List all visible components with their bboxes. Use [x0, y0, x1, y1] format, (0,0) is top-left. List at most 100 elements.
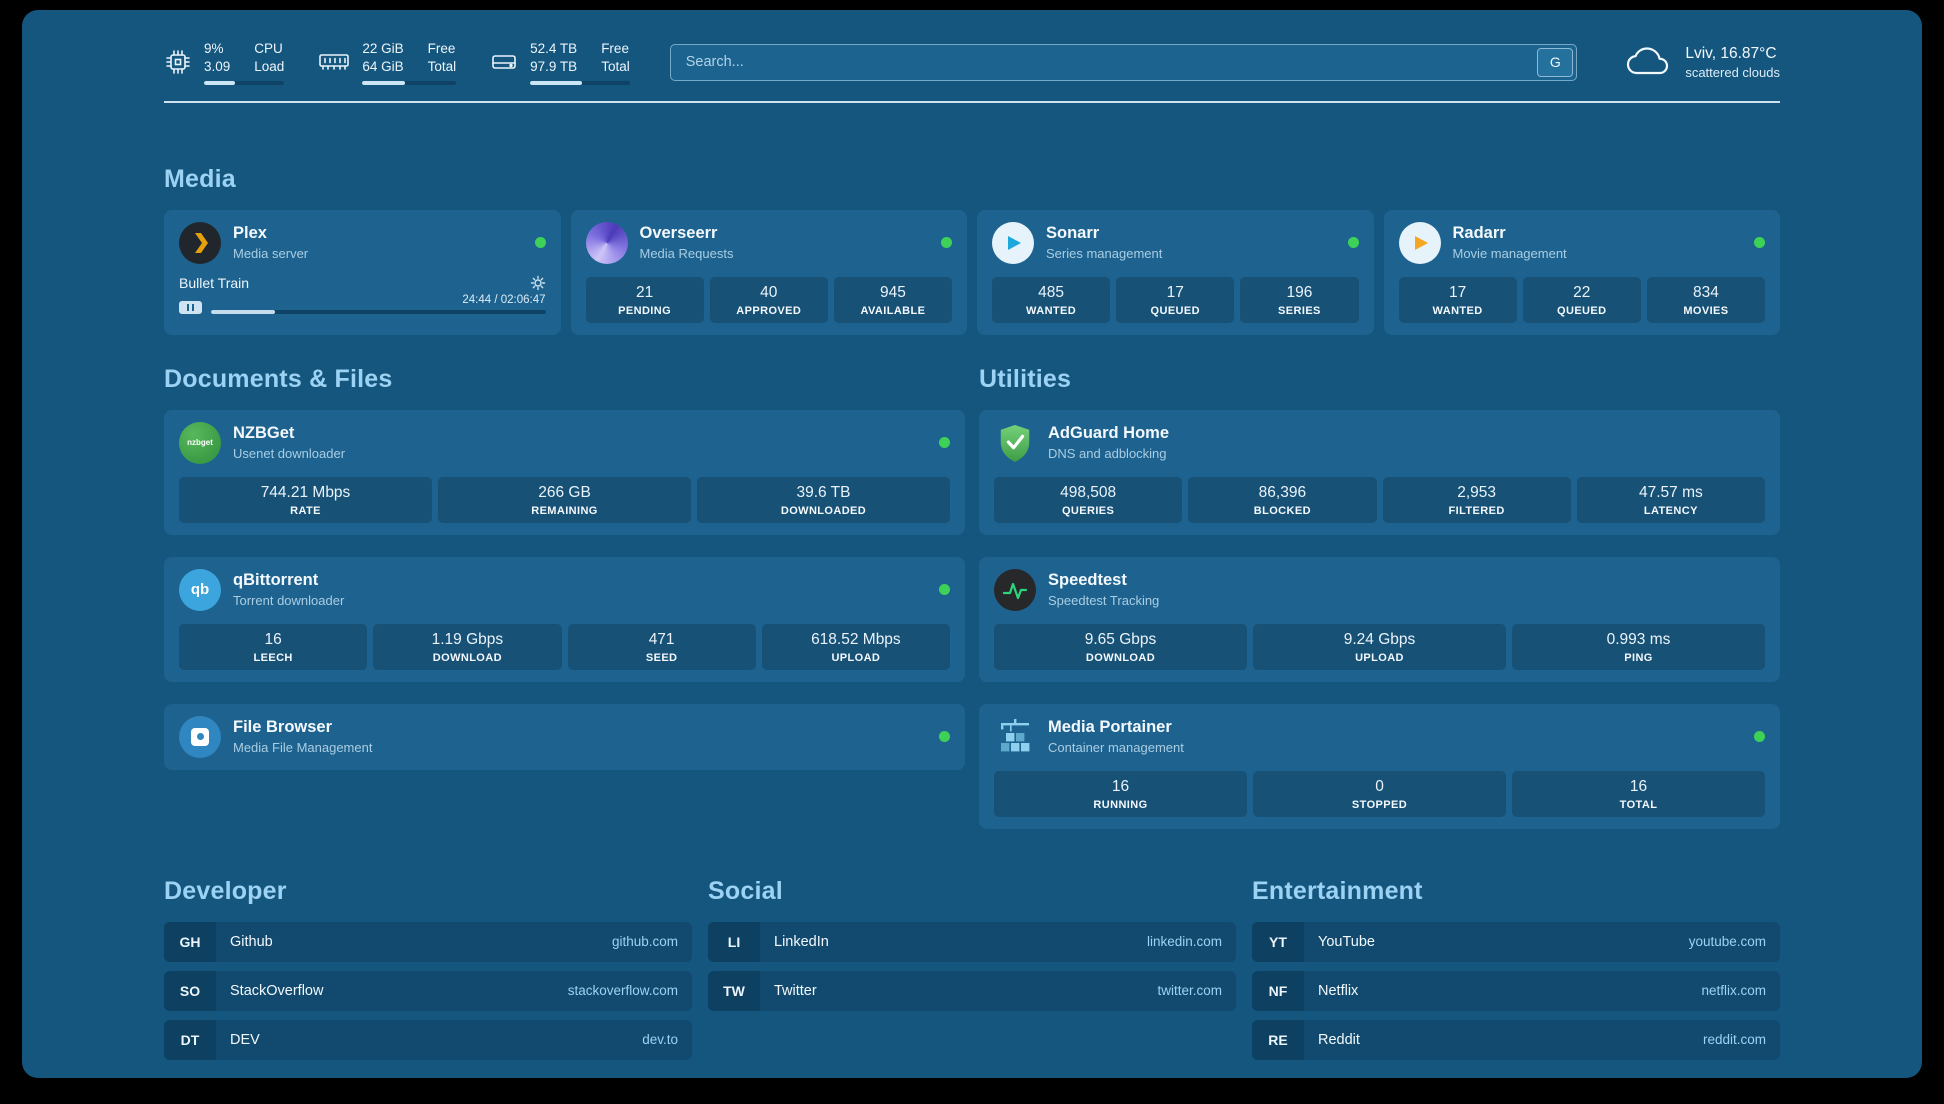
bookmark-netflix[interactable]: NF Netflix netflix.com [1252, 970, 1780, 1011]
ram-usage-bar [362, 80, 457, 85]
radarr-card[interactable]: Radarr Movie management 17 WANTED 22 QUE… [1383, 209, 1780, 335]
stat-queued: 17 QUEUED [1116, 276, 1235, 323]
weather-location: Lviv, 16.87°C [1685, 44, 1777, 62]
media-grid: Plex Media server Bullet Train 24:44 / 0… [164, 209, 1780, 335]
status-dot [939, 437, 950, 449]
portainer-card[interactable]: Media Portainer Container management 16 … [979, 703, 1780, 829]
nzbget-icon: nzbget [179, 421, 221, 464]
bookmark-github[interactable]: GH Github github.com [164, 921, 692, 962]
speedtest-card[interactable]: Speedtest Speedtest Tracking 9.65 Gbps D… [979, 556, 1780, 682]
cloud-icon [1627, 47, 1669, 75]
cpu-label: CPU [254, 41, 283, 56]
weather-widget: Lviv, 16.87°C scattered clouds [1623, 45, 1780, 80]
status-dot [941, 237, 952, 249]
disk-free-label: Free [601, 41, 629, 56]
search-bar[interactable]: G [669, 43, 1578, 81]
social-section-title: Social [708, 876, 783, 905]
developer-column: Developer GH Github github.com SO StackO… [164, 877, 692, 1060]
app-title: AdGuard Home [1048, 424, 1170, 443]
qbittorrent-card[interactable]: qb qBittorrent Torrent downloader 16 LEE… [164, 556, 965, 682]
stat-available: 945 AVAILABLE [833, 276, 953, 323]
ram-total-label: Total [427, 58, 457, 74]
bookmark-dev[interactable]: DT DEV dev.to [164, 1019, 692, 1060]
youtube-icon: YT [1252, 921, 1304, 962]
status-dot [939, 731, 950, 743]
app-title: Overseerr [639, 224, 718, 243]
app-subtitle: Media File Management [233, 740, 373, 756]
stat-leech: 16 LEECH [179, 623, 368, 670]
entertainment-section-title: Entertainment [1252, 876, 1423, 905]
utilities-column: Utilities AdGuard Home [979, 365, 1780, 829]
stat-queued: 22 QUEUED [1522, 276, 1641, 323]
adguard-icon [994, 422, 1036, 464]
social-column: Social LI LinkedIn linkedin.com TW Twitt… [708, 877, 1236, 1060]
documents-column: Documents & Files nzbget NZBGet Usenet d… [164, 365, 965, 770]
ram-total: 64 GiB [362, 58, 404, 74]
stat-queries: 498,508 QUERIES [994, 476, 1183, 523]
stat-pending: 21 PENDING [585, 276, 704, 323]
media-section-title: Media [164, 164, 236, 193]
app-title: Radarr [1452, 224, 1506, 243]
bookmark-stackoverflow[interactable]: SO StackOverflow stackoverflow.com [164, 970, 692, 1011]
ram-metric: 22 GiB 64 GiB Free Total [318, 40, 457, 85]
stackoverflow-icon: SO [164, 970, 216, 1011]
stat-stopped: 0 STOPPED [1253, 770, 1506, 817]
app-title: qBittorrent [233, 571, 319, 590]
app-title: Plex [233, 224, 267, 243]
netflix-icon: NF [1252, 970, 1304, 1011]
stat-blocked: 86,396 BLOCKED [1188, 476, 1377, 523]
disk-free: 52.4 TB [530, 41, 578, 56]
app-subtitle: Movie management [1452, 246, 1567, 262]
stat-latency: 47.57 ms LATENCY [1576, 476, 1765, 523]
bookmark-twitter[interactable]: TW Twitter twitter.com [708, 970, 1236, 1011]
linkedin-icon: LI [708, 921, 760, 962]
stat-rate: 744.21 Mbps RATE [179, 476, 432, 523]
bookmark-linkedin[interactable]: LI LinkedIn linkedin.com [708, 921, 1236, 962]
plex-card[interactable]: Plex Media server Bullet Train 24:44 / 0… [164, 209, 561, 335]
stat-seed: 471 SEED [567, 623, 756, 670]
status-dot [1754, 237, 1765, 249]
disk-total: 97.9 TB [530, 58, 578, 74]
search-engine-button[interactable]: G [1537, 47, 1574, 77]
stat-filtered: 2,953 FILTERED [1382, 476, 1571, 523]
stat-download: 9.65 Gbps DOWNLOAD [994, 623, 1247, 670]
radarr-icon [1398, 221, 1441, 264]
app-subtitle: Usenet downloader [233, 446, 346, 462]
stat-running: 16 RUNNING [994, 770, 1247, 817]
sonarr-icon [992, 221, 1034, 264]
stat-series: 196 SERIES [1240, 276, 1359, 323]
cpu-loadavg: 3.09 [204, 58, 231, 74]
pause-button[interactable] [179, 300, 202, 314]
cpu-load-label: Load [254, 58, 285, 74]
status-dot [1754, 731, 1765, 743]
app-subtitle: Container management [1048, 740, 1184, 756]
app-title: Media Portainer [1048, 718, 1172, 737]
overseerr-card[interactable]: Overseerr Media Requests 21 PENDING 40 A… [570, 209, 967, 335]
playback-progress-bar[interactable] [211, 309, 546, 314]
bookmark-reddit[interactable]: RE Reddit reddit.com [1252, 1019, 1780, 1060]
stat-wanted: 17 WANTED [1398, 276, 1517, 323]
stat-total: 16 TOTAL [1512, 770, 1765, 817]
disk-usage-bar [530, 80, 630, 85]
stat-upload: 618.52 Mbps UPLOAD [761, 623, 950, 670]
app-title: Speedtest [1048, 571, 1127, 590]
app-title: Sonarr [1046, 224, 1100, 243]
sonarr-card[interactable]: Sonarr Series management 485 WANTED 17 Q… [977, 209, 1374, 335]
filebrowser-icon [179, 715, 221, 758]
search-input[interactable] [673, 54, 1538, 71]
qbittorrent-icon: qb [179, 568, 221, 611]
filebrowser-card[interactable]: File Browser Media File Management [164, 703, 965, 770]
bookmark-youtube[interactable]: YT YouTube youtube.com [1252, 921, 1780, 962]
top-bar: 9% 3.09 CPU Load [164, 40, 1780, 85]
app-subtitle: Speedtest Tracking [1048, 593, 1160, 609]
app-subtitle: Series management [1046, 246, 1163, 262]
now-playing-title: Bullet Train [179, 274, 250, 291]
stat-approved: 40 APPROVED [709, 276, 828, 323]
stat-ping: 0.993 ms PING [1512, 623, 1765, 670]
disk-metric: 52.4 TB 97.9 TB Free Total [490, 40, 630, 85]
utilities-section-title: Utilities [979, 364, 1072, 393]
reddit-icon: RE [1252, 1019, 1304, 1060]
gear-icon[interactable] [530, 275, 546, 291]
nzbget-card[interactable]: nzbget NZBGet Usenet downloader 744.21 M… [164, 409, 965, 535]
adguard-card[interactable]: AdGuard Home DNS and adblocking 498,508 … [979, 409, 1780, 535]
